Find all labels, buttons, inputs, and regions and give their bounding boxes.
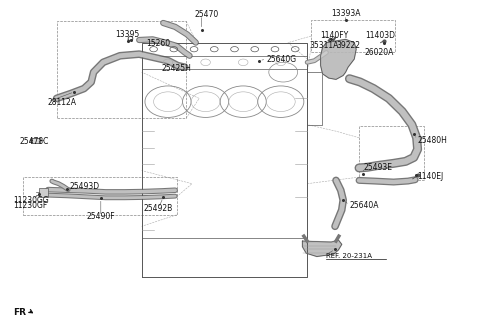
Text: 25425H: 25425H — [162, 64, 192, 73]
Text: 35311A: 35311A — [310, 41, 339, 50]
Text: 25492B: 25492B — [144, 204, 173, 213]
Text: 11230GF: 11230GF — [13, 201, 48, 211]
Text: 25490F: 25490F — [86, 212, 115, 221]
Text: 25640A: 25640A — [349, 200, 379, 210]
Text: REF. 20-231A: REF. 20-231A — [326, 253, 372, 259]
Text: 13393A: 13393A — [331, 9, 360, 18]
Bar — [23, 177, 177, 215]
Text: 25478C: 25478C — [19, 137, 48, 146]
Text: 11403D: 11403D — [365, 31, 395, 40]
Text: 1140FY: 1140FY — [321, 31, 349, 40]
Text: 13395: 13395 — [115, 30, 139, 39]
Text: 28112A: 28112A — [47, 98, 76, 108]
Text: 26020A: 26020A — [365, 48, 394, 57]
Text: 15260: 15260 — [146, 39, 170, 48]
Text: 25640G: 25640G — [266, 54, 297, 64]
Text: 25493D: 25493D — [70, 182, 100, 191]
Bar — [31, 138, 40, 143]
Text: 11230GG: 11230GG — [13, 195, 49, 205]
Polygon shape — [321, 39, 356, 79]
Text: 25470: 25470 — [194, 10, 218, 19]
Text: 25493E: 25493E — [364, 163, 393, 172]
Bar — [359, 126, 424, 180]
Text: FR: FR — [13, 308, 26, 317]
Polygon shape — [302, 240, 342, 256]
Bar — [39, 188, 48, 197]
Bar — [57, 21, 186, 118]
Bar — [311, 20, 395, 52]
Text: 39222: 39222 — [336, 41, 360, 50]
Text: 25480H: 25480H — [418, 136, 447, 145]
Text: 1140EJ: 1140EJ — [418, 172, 444, 181]
